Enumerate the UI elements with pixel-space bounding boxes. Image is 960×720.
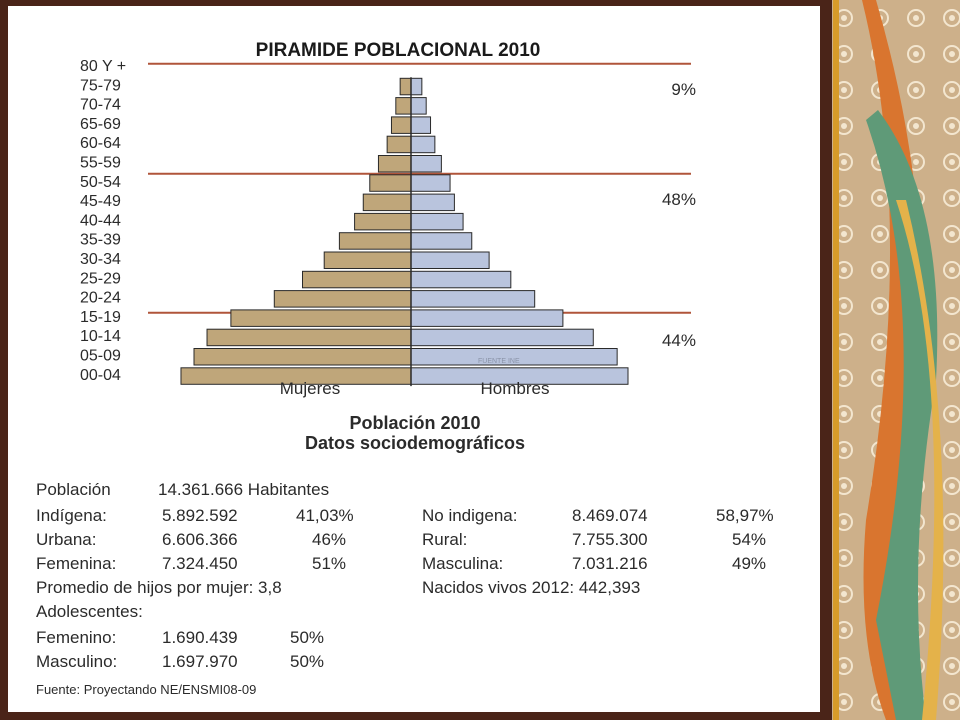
masculino-label: Masculino:	[36, 652, 118, 671]
bar-mujeres	[390, 116, 412, 134]
age-label: 55-59	[80, 155, 121, 172]
bar-mujeres	[193, 348, 412, 366]
femenina-value: 7.324.450	[162, 554, 238, 573]
urbana-label: Urbana:	[36, 530, 97, 549]
bar-mujeres	[206, 328, 412, 347]
rural-value: 7.755.300	[572, 530, 648, 549]
age-label: 20-24	[80, 290, 121, 307]
rural-pct: 54%	[732, 530, 767, 549]
bar-hombres	[410, 251, 490, 269]
indigena-value: 5.892.592	[162, 506, 238, 525]
adolescentes-heading: Adolescentes:	[36, 602, 143, 621]
no-indigena-value: 8.469.074	[572, 506, 648, 525]
rural-label: Rural:	[422, 530, 468, 549]
indigena-pct: 41,03%	[296, 506, 354, 525]
bar-mujeres	[273, 290, 412, 308]
xlabel-mujeres: Mujeres	[280, 379, 340, 398]
age-label: 25-29	[80, 270, 121, 287]
bar-mujeres	[395, 97, 412, 115]
femenina-label: Femenina:	[36, 554, 117, 573]
no-indigena-label: No indigena:	[422, 506, 518, 525]
femenino-label: Femenino:	[36, 628, 117, 647]
bar-hombres	[410, 193, 455, 212]
slide-content: PIRAMIDE POBLACIONAL 2010 9% 48% 44% 80 Y …	[8, 6, 820, 712]
population-pyramid-chart: PIRAMIDE POBLACIONAL 2010 9% 48% 44% 80 Y …	[80, 40, 696, 398]
poblacion-label: Población	[36, 480, 111, 499]
bar-hombres	[410, 232, 473, 250]
bar-hombres	[410, 97, 427, 115]
femenina-pct: 51%	[312, 554, 347, 573]
band-label: 44%	[662, 331, 696, 350]
indigena-label: Indígena:	[36, 506, 107, 525]
bar-mujeres	[362, 193, 412, 212]
age-label: 40-44	[80, 212, 121, 229]
band-label: 9%	[671, 80, 696, 99]
age-label: 05-09	[80, 348, 121, 365]
source-note: Fuente: Proyectando NE/ENSMI08-09	[36, 682, 257, 697]
age-label: 15-19	[80, 309, 121, 326]
bars-group	[180, 77, 629, 387]
bar-mujeres	[323, 251, 412, 269]
bar-mujeres	[354, 212, 412, 231]
bar-mujeres	[338, 232, 412, 250]
bar-hombres	[410, 309, 564, 327]
bar-hombres	[410, 270, 512, 289]
watermark: FUENTE INE	[478, 358, 520, 365]
masculino-value: 1.697.970	[162, 652, 238, 671]
no-indigena-pct: 58,97%	[716, 506, 774, 525]
age-label: 45-49	[80, 193, 121, 210]
age-label: 35-39	[80, 232, 121, 249]
age-label: 70-74	[80, 97, 121, 114]
age-label: 65-69	[80, 116, 121, 133]
bar-hombres	[410, 135, 436, 154]
age-labels: 80 Y + 75-79 70-74 65-69 60-64 55-59 50-54 45-4…	[80, 58, 126, 384]
masculino-pct: 50%	[290, 652, 325, 671]
bar-hombres	[410, 116, 432, 134]
bar-mujeres	[230, 309, 412, 327]
age-label: 10-14	[80, 328, 121, 345]
age-label: 80 Y +	[80, 58, 126, 75]
femenino-value: 1.690.439	[162, 628, 238, 647]
bar-hombres	[410, 328, 594, 347]
age-label: 75-79	[80, 77, 121, 94]
urbana-pct: 46%	[312, 530, 347, 549]
bar-mujeres	[399, 77, 412, 96]
bar-mujeres	[302, 270, 412, 289]
bar-mujeres	[377, 155, 412, 173]
promedio-hijos: Promedio de hijos por mujer: 3,8	[36, 578, 282, 597]
decorative-side-panel	[826, 0, 960, 720]
age-label: 60-64	[80, 135, 121, 152]
subtitle-line2: Datos sociodemográficos	[304, 433, 526, 453]
masculina-pct: 49%	[732, 554, 767, 573]
bar-mujeres	[386, 135, 412, 154]
poblacion-value: 14.361.666 Habitantes	[158, 480, 330, 499]
nacidos-vivos: Nacidos vivos 2012: 442,393	[422, 578, 641, 597]
masculina-label: Masculina:	[422, 554, 504, 573]
subtitle-line1: Población 2010	[349, 413, 481, 433]
bar-hombres	[410, 155, 442, 173]
femenino-pct: 50%	[290, 628, 325, 647]
bar-hombres	[410, 212, 464, 231]
chart-title: PIRAMIDE POBLACIONAL 2010	[256, 40, 541, 61]
urbana-value: 6.606.366	[162, 530, 238, 549]
age-label: 50-54	[80, 174, 121, 191]
bar-hombres	[410, 290, 536, 308]
xlabel-hombres: Hombres	[481, 379, 550, 398]
age-label: 00-04	[80, 367, 121, 384]
bar-hombres	[410, 174, 451, 192]
bar-mujeres	[369, 174, 412, 192]
band-label: 48%	[662, 190, 696, 209]
masculina-value: 7.031.216	[572, 554, 648, 573]
age-label: 30-34	[80, 251, 121, 268]
bar-hombres	[410, 77, 423, 96]
